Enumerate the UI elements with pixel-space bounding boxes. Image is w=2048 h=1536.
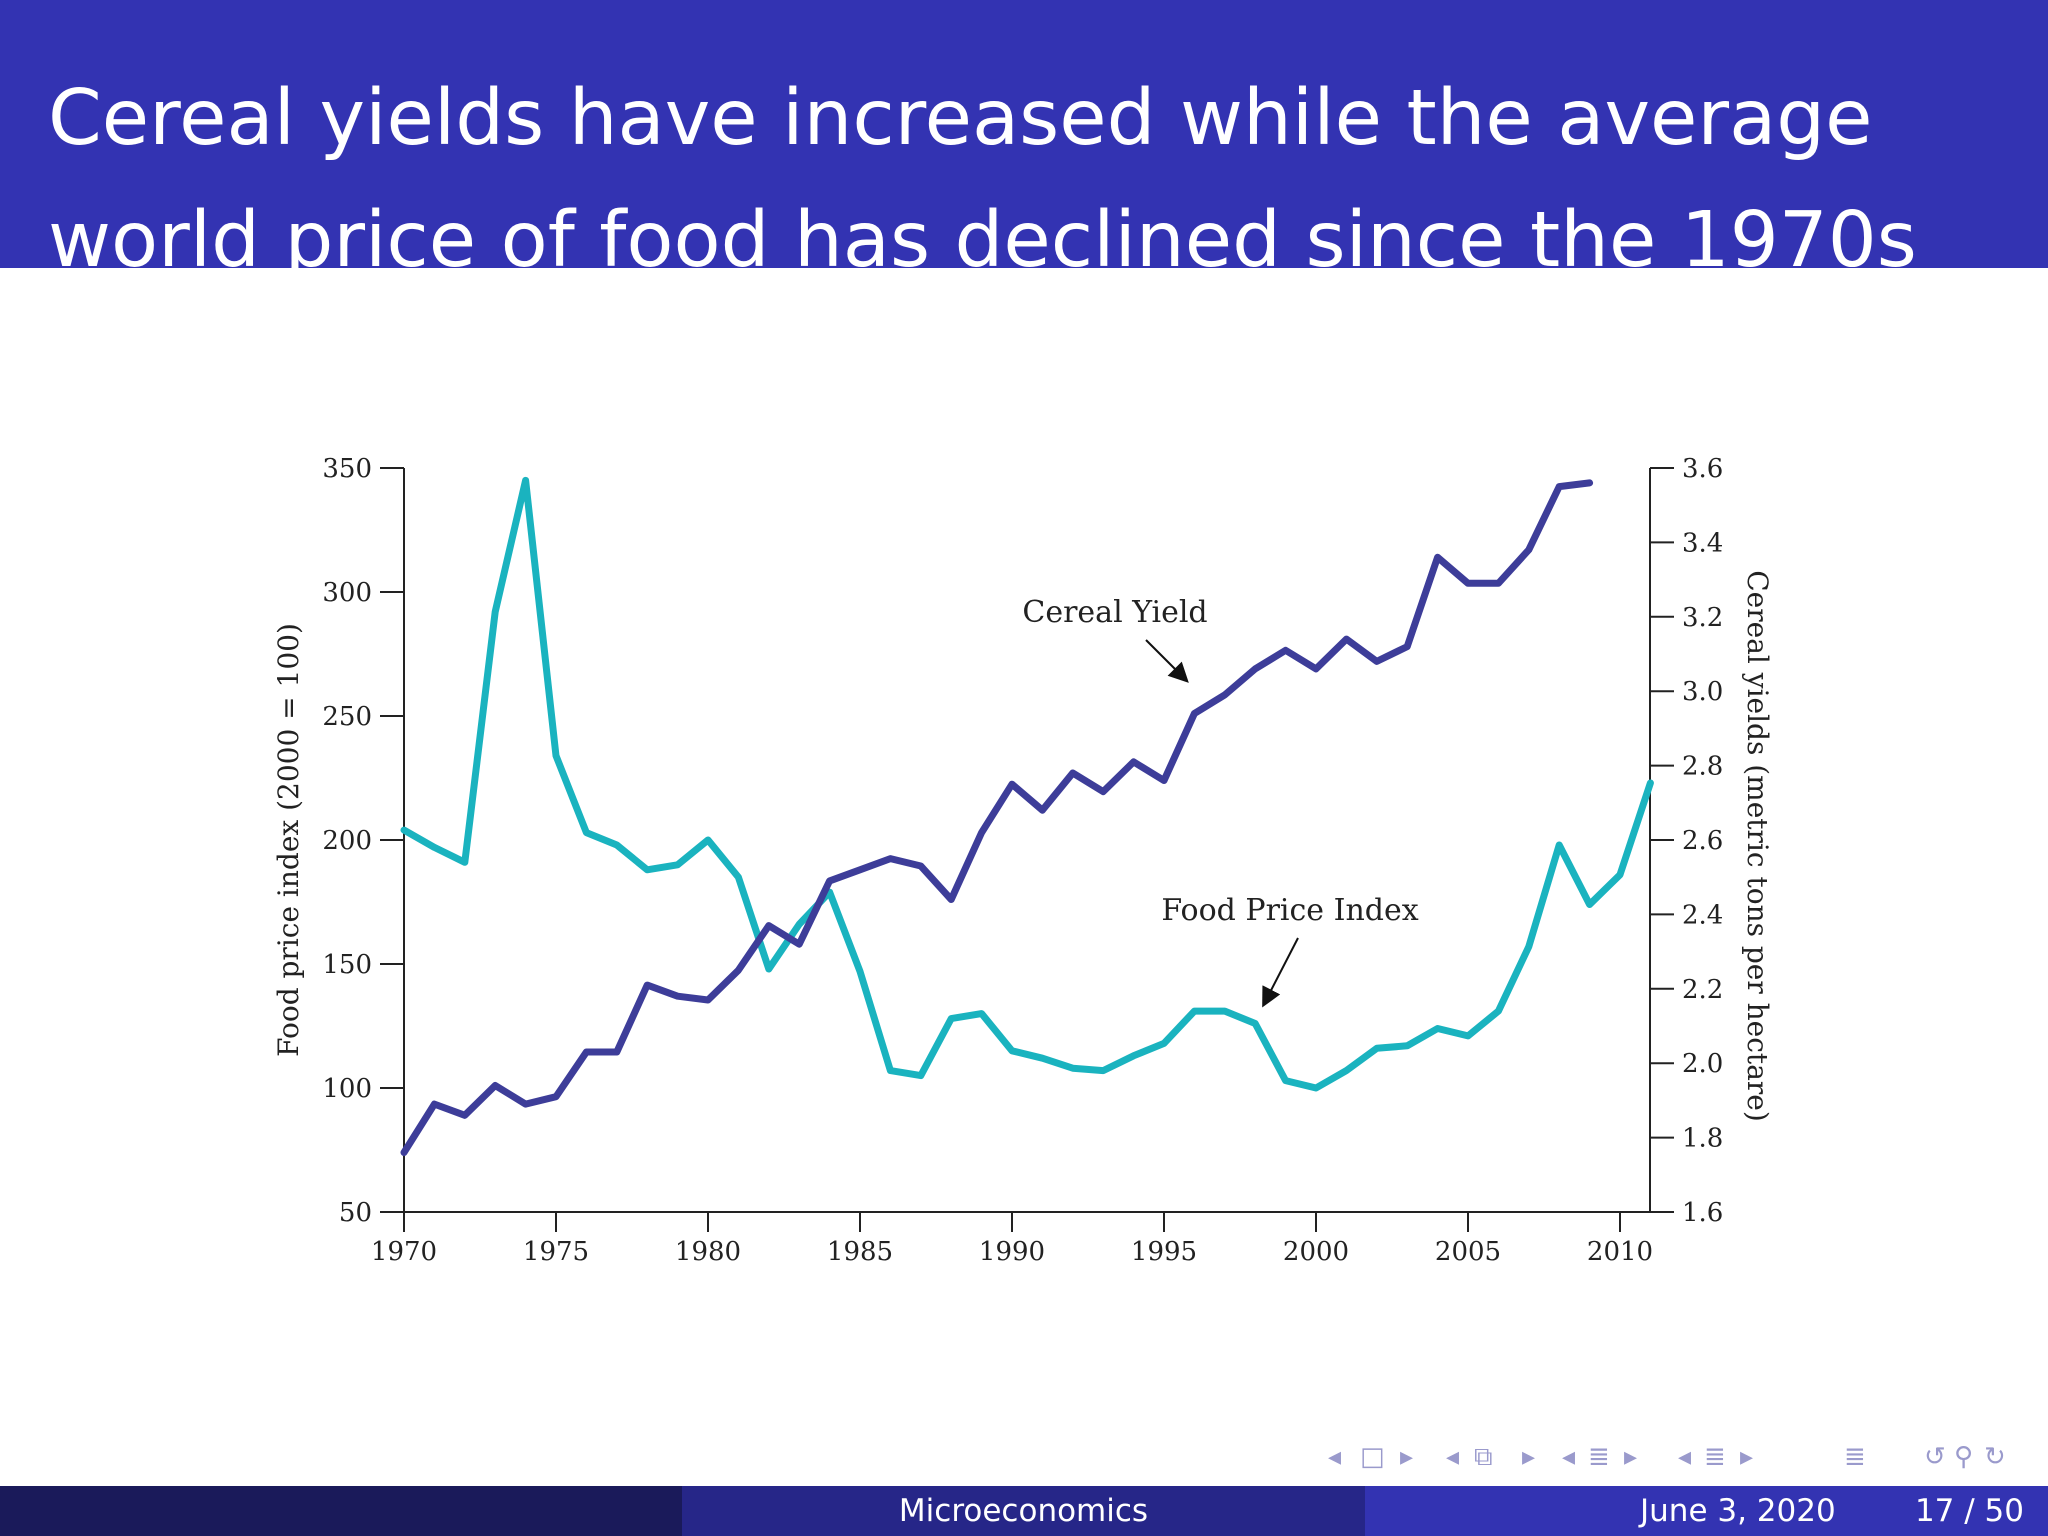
nav-next-section-icon[interactable]: ▸ xyxy=(1740,1442,1754,1472)
food-price-index-line xyxy=(400,476,1654,1092)
cereal-yield-line xyxy=(400,479,1594,1156)
nav-frame-icon[interactable]: □ xyxy=(1360,1442,1385,1472)
y-tick-label: 300 xyxy=(322,578,372,608)
nav-undo-icon[interactable]: ↺ xyxy=(1924,1442,1946,1472)
footer-page-number: 17 / 50 xyxy=(1914,1493,2024,1529)
x-tick-label: 1980 xyxy=(675,1237,741,1267)
y-right-axis-label: Cereal yields (metric tons per hectare) xyxy=(1741,570,1774,1122)
x-tick-label: 2010 xyxy=(1587,1237,1653,1267)
nav-section-icon[interactable]: ⧉ xyxy=(1474,1442,1493,1472)
y-right-tick-label: 1.6 xyxy=(1682,1198,1723,1228)
nav-next-subsection-icon[interactable]: ▸ xyxy=(1522,1442,1536,1472)
footer-course-name: Microeconomics xyxy=(682,1486,1365,1536)
footer-date: June 3, 2020 xyxy=(1640,1493,1836,1529)
nav-prev-section-icon[interactable]: ◂ xyxy=(1562,1442,1576,1472)
nav-prev-subsection-icon[interactable]: ◂ xyxy=(1446,1442,1460,1472)
food-price-index-annotation-arrow xyxy=(1262,937,1299,1008)
y-right-tick-label: 2.2 xyxy=(1682,975,1723,1005)
y-right-tick-label: 2.8 xyxy=(1682,752,1723,782)
y-tick-label: 150 xyxy=(322,950,372,980)
x-tick-label: 1990 xyxy=(979,1237,1045,1267)
nav-toc-icon[interactable]: ≣ xyxy=(1704,1442,1726,1472)
x-tick-label: 1970 xyxy=(371,1237,437,1267)
y-tick-label: 100 xyxy=(322,1074,372,1104)
food-price-index-annotation-label: Food Price Index xyxy=(1161,893,1418,928)
nav-next-section-icon[interactable]: ▸ xyxy=(1624,1442,1638,1472)
y-right-tick-label: 2.6 xyxy=(1682,826,1723,856)
y-tick-label: 350 xyxy=(322,454,372,484)
cereal-yield-annotation-arrow xyxy=(1145,639,1189,683)
beamer-navigation-bar: ◂ □ ▸ ◂ ⧉ ▸ ◂ ≣ ▸ ◂ ≣ ▸ ≣ ↺ ⚲ ↻ xyxy=(1320,1440,2048,1474)
nav-toc-icon[interactable]: ≣ xyxy=(1844,1442,1866,1472)
x-tick-label: 1985 xyxy=(827,1237,893,1267)
nav-prev-slide-icon[interactable]: ◂ xyxy=(1328,1442,1342,1472)
nav-subsection-icon[interactable]: ≣ xyxy=(1588,1442,1610,1472)
y-right-tick-label: 1.8 xyxy=(1682,1124,1723,1154)
chart-series xyxy=(400,476,1654,1156)
y-right-tick-label: 2.0 xyxy=(1682,1049,1723,1079)
x-tick-label: 1995 xyxy=(1131,1237,1197,1267)
chart-axes: 50 100 150 200 250 300 350 1.6 1.8 2.0 2.2 2.4 2.6 2.… xyxy=(272,454,1774,1267)
x-tick-label: 2005 xyxy=(1435,1237,1501,1267)
nav-next-slide-icon[interactable]: ▸ xyxy=(1400,1442,1414,1472)
y-tick-label: 250 xyxy=(322,702,372,732)
x-tick-label: 2000 xyxy=(1283,1237,1349,1267)
chart-annotations: Cereal Yield Food Price Index xyxy=(1022,595,1419,1008)
y-right-tick-label: 3.4 xyxy=(1682,528,1723,558)
y-right-tick-label: 2.4 xyxy=(1682,900,1723,930)
y-right-tick-label: 3.6 xyxy=(1682,454,1723,484)
footer: Microeconomics June 3, 2020 17 / 50 xyxy=(0,1486,2048,1536)
cereal-yield-annotation-label: Cereal Yield xyxy=(1022,595,1207,630)
x-tick-label: 1975 xyxy=(523,1237,589,1267)
y-axis-label: Food price index (2000 = 100) xyxy=(272,623,305,1057)
title-bar: Cereal yields have increased while the a… xyxy=(0,0,2048,285)
nav-prev-section-icon[interactable]: ◂ xyxy=(1678,1442,1692,1472)
nav-search-icon[interactable]: ⚲ xyxy=(1954,1442,1974,1472)
slide-title: Cereal yields have increased while the a… xyxy=(48,74,1917,285)
nav-redo-icon[interactable]: ↻ xyxy=(1984,1442,2006,1472)
y-tick-label: 200 xyxy=(322,826,372,856)
footer-left xyxy=(0,1486,682,1536)
y-right-tick-label: 3.0 xyxy=(1682,677,1723,707)
y-tick-label: 50 xyxy=(339,1198,372,1228)
footer-right: June 3, 2020 17 / 50 xyxy=(1365,1486,2048,1536)
y-right-tick-label: 3.2 xyxy=(1682,603,1723,633)
